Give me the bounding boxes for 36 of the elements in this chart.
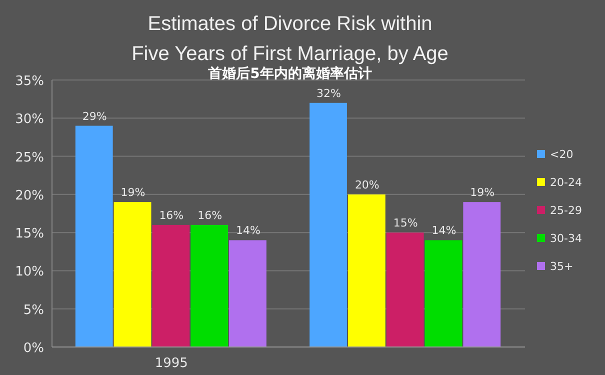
data-label: 19% [470,186,495,200]
data-label: 19% [120,186,146,200]
y-tick-label: 5% [23,302,44,318]
legend-label: 25-29 [550,204,582,217]
y-tick-label: 20% [15,188,44,204]
chart-title: Estimates of Divorce Risk within Five Years of First Marriage, by Age [132,13,448,65]
bar [310,102,347,347]
legend-label: <20 [550,148,574,161]
y-tick-label: 15% [15,226,44,242]
data-label: 20% [354,178,380,192]
bar [152,224,190,347]
legend-label: 20-24 [550,176,582,189]
x-tick-label: 1995 [154,356,188,371]
y-tick-label: 35% [15,74,44,89]
y-tick-label: 0% [23,341,44,356]
chart-subtitle: 首婚后5年内的离婚率估计 [207,65,372,82]
y-tick-label: 25% [15,150,44,166]
data-label: 29% [82,110,107,123]
bar [386,232,424,347]
y-tick-label: 30% [15,112,44,128]
data-label: 16% [159,208,184,222]
legend-label: 30-34 [550,232,582,245]
data-label: 32% [316,86,341,100]
data-label: 14% [236,224,260,238]
bar [75,126,113,347]
bar [229,240,266,347]
bar [463,202,501,347]
y-tick-label: 10% [15,264,44,280]
bar [114,202,152,347]
data-label: 16% [198,208,222,222]
data-label: 15% [393,216,418,230]
bar [348,194,386,347]
bar [424,240,462,347]
legend-label: 35+ [550,260,574,273]
data-label: 14% [432,224,456,238]
bar [190,224,228,347]
